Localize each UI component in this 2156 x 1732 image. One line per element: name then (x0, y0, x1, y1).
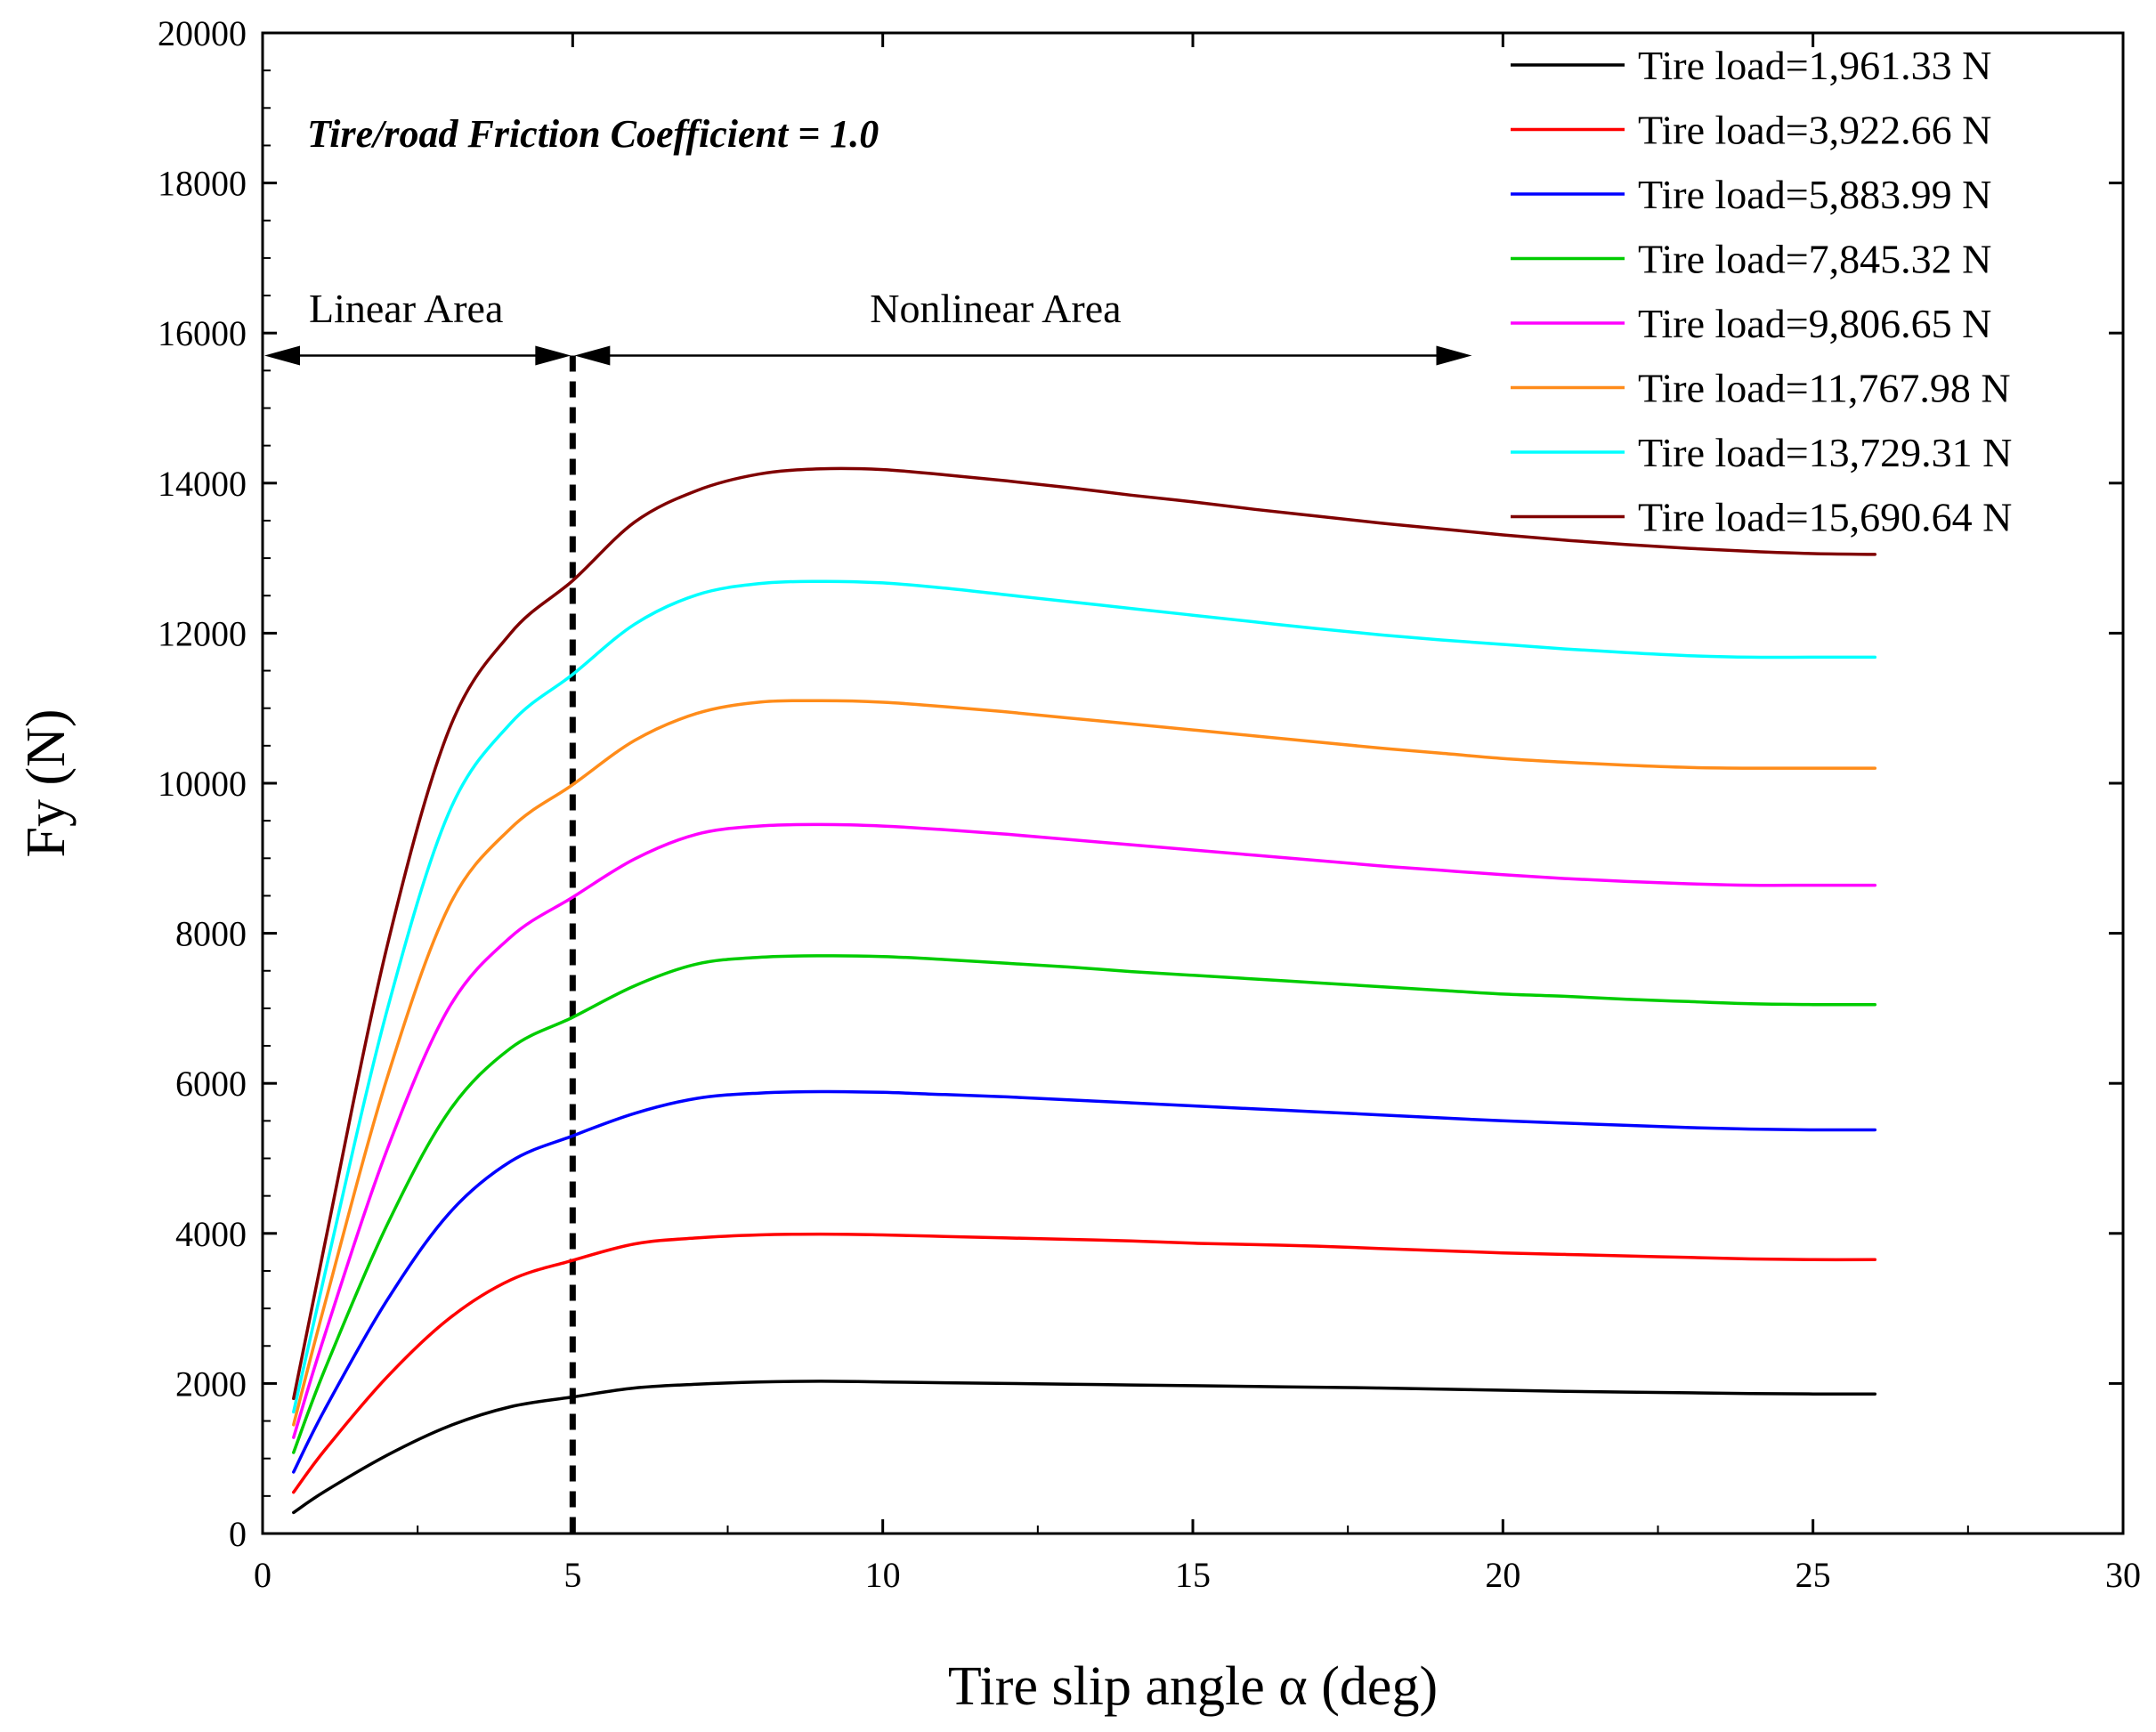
nonlinear-arrow-left-head (574, 345, 611, 366)
legend-label: Tire load=3,922.66 N (1638, 108, 1991, 153)
nonlinear-arrow-right-head (1436, 345, 1472, 366)
x-tick-label: 20 (1485, 1555, 1520, 1595)
x-tick-label: 30 (2105, 1555, 2141, 1595)
legend-label: Tire load=13,729.31 N (1638, 430, 2012, 475)
legend-label: Tire load=9,806.65 N (1638, 301, 1991, 346)
y-tick-label: 6000 (175, 1064, 247, 1104)
y-tick-label: 20000 (158, 13, 247, 53)
y-tick-label: 4000 (175, 1214, 247, 1254)
y-tick-label: 16000 (158, 313, 247, 353)
y-tick-label: 8000 (175, 914, 247, 954)
x-tick-label: 0 (254, 1555, 272, 1595)
ticks: 0 5 10 15 20 25 30 0 2000 4000 6000 8000 10000 12000 1… (158, 13, 2141, 1595)
legend-label: Tire load=1,961.33 N (1638, 43, 1991, 88)
legend-label: Tire load=7,845.32 N (1638, 237, 1991, 282)
nonlinear-area-label: Nonlinear Area (870, 286, 1121, 331)
legend-label: Tire load=5,883.99 N (1638, 172, 1991, 217)
series-lines (292, 466, 1877, 1515)
x-tick-label: 5 (563, 1555, 581, 1595)
series-line-6 (292, 699, 1877, 1427)
series-line-8 (292, 466, 1877, 1401)
y-tick-label: 0 (229, 1514, 247, 1554)
series-line-5 (292, 822, 1877, 1439)
series-line-7 (292, 579, 1877, 1414)
annotations: Tire/road Friction Coefficient = 1.0 Lin… (264, 112, 1472, 1534)
linear-area-label: Linear Area (309, 286, 503, 331)
series-line-1 (292, 1380, 1877, 1515)
x-tick-label: 25 (1795, 1555, 1831, 1595)
legend-label: Tire load=15,690.64 N (1638, 495, 2012, 540)
x-tick-label: 10 (865, 1555, 901, 1595)
linear-arrow-right-head (535, 345, 571, 366)
x-axis-label: Tire slip angle α (deg) (948, 1656, 1438, 1717)
y-tick-label: 10000 (158, 764, 247, 804)
y-tick-label: 18000 (158, 164, 247, 204)
series-line-3 (292, 1089, 1877, 1474)
friction-coefficient-annotation: Tire/road Friction Coefficient = 1.0 (307, 112, 879, 156)
series-line-2 (292, 1232, 1877, 1494)
legend: Tire load=1,961.33 N Tire load=3,922.66 N… (1511, 43, 2012, 540)
y-tick-label: 2000 (175, 1364, 247, 1404)
series-line-4 (292, 954, 1877, 1454)
y-axis-label: Fy (N) (16, 708, 77, 857)
y-tick-label: 14000 (158, 464, 247, 504)
x-tick-label: 15 (1175, 1555, 1211, 1595)
y-tick-label: 12000 (158, 613, 247, 653)
linear-arrow-left-head (264, 345, 300, 366)
legend-label: Tire load=11,767.98 N (1638, 366, 2011, 411)
